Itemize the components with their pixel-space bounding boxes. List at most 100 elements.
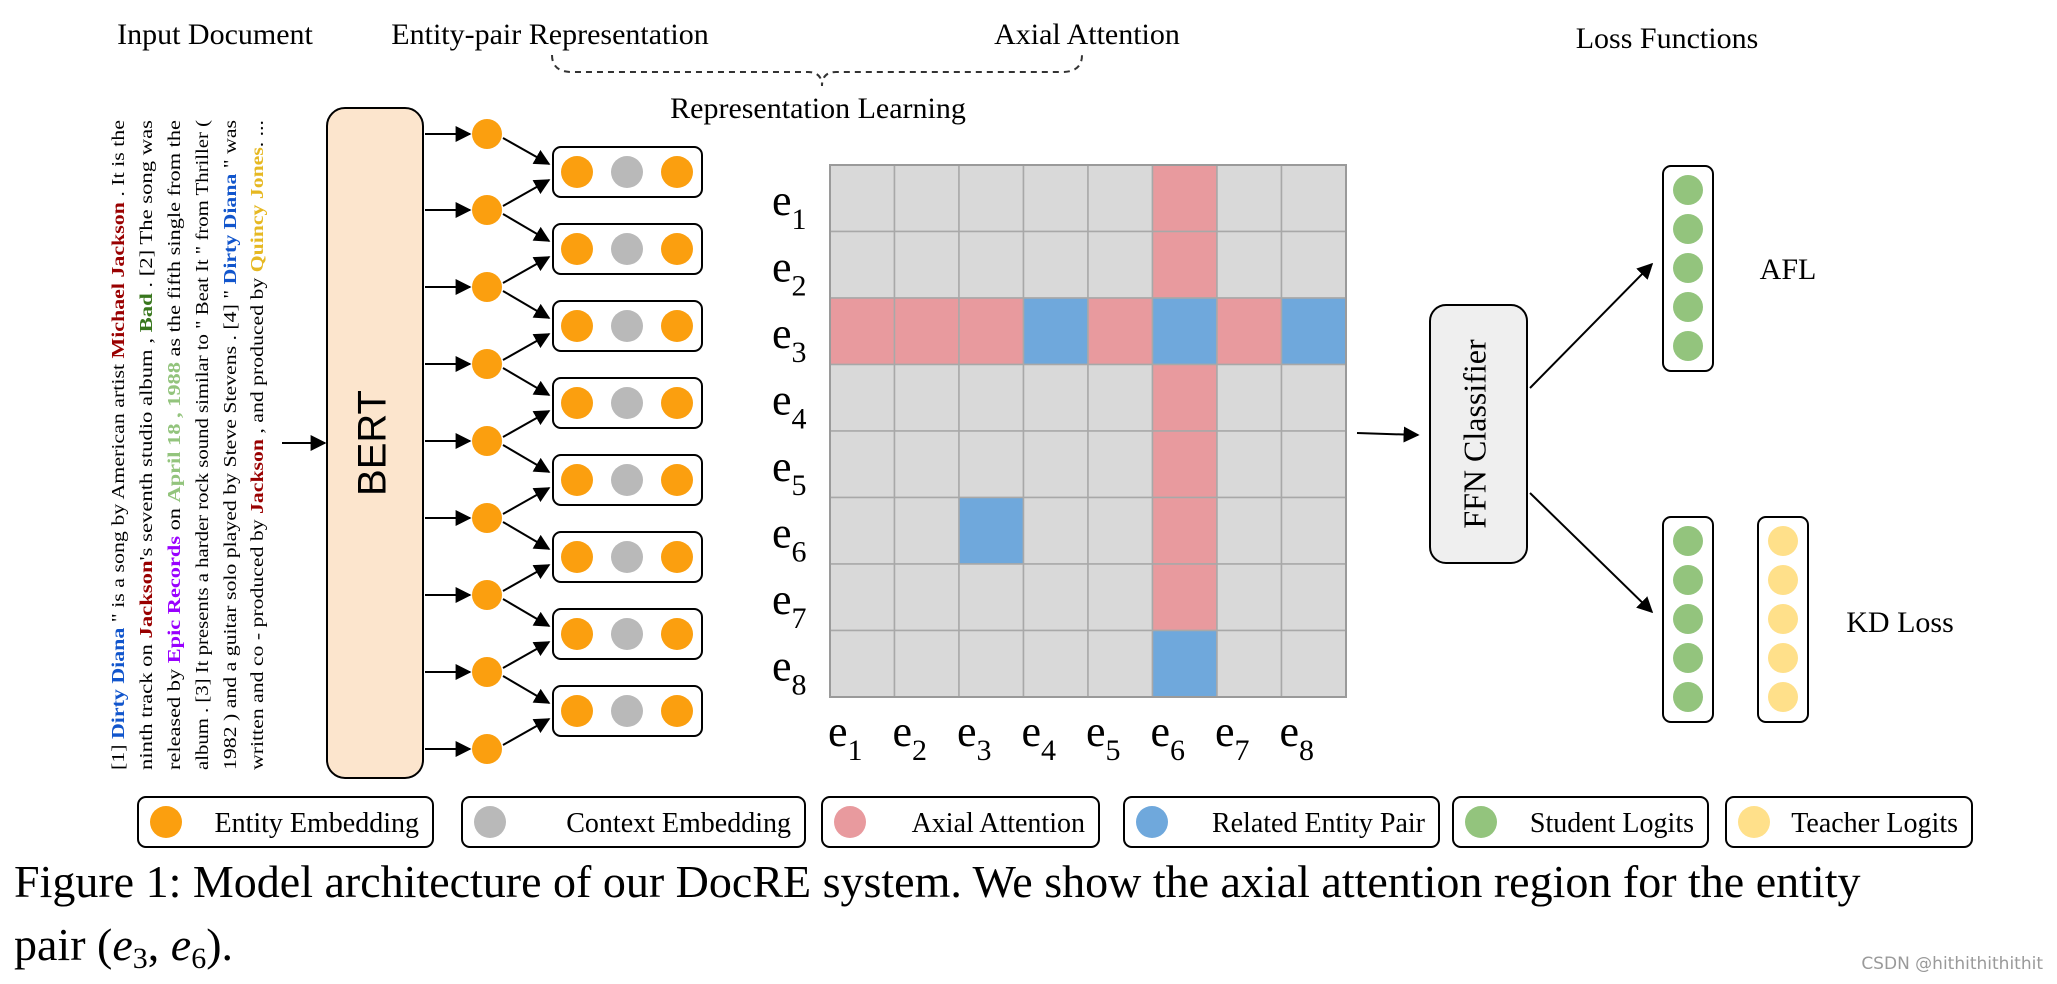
entity-pair-box — [552, 223, 703, 275]
grid-col-label: e2 — [893, 707, 928, 767]
related-entity-pair-cell — [1280, 297, 1347, 366]
logit-dot — [1768, 604, 1798, 634]
entity-embedding-dot — [661, 464, 693, 496]
context-embedding-dot — [611, 233, 643, 265]
grid-cell — [893, 363, 960, 432]
kd-loss-label: KD Loss — [1846, 606, 1954, 639]
entity-embedding-dot — [661, 310, 693, 342]
entity-embedding-dot — [561, 233, 593, 265]
legend: Entity Embedding Context Embedding Axial A… — [137, 796, 1973, 848]
entity-embeddings — [425, 119, 703, 764]
logit-dot — [1673, 526, 1703, 556]
grid-cell — [1087, 563, 1154, 632]
entity-embedding-dot — [561, 541, 593, 573]
grid-col-label: e4 — [1022, 707, 1057, 767]
axial-attention-cell — [1151, 230, 1218, 299]
grid-cell — [829, 363, 896, 432]
document-line: [1] Dirty Diana " is a song by American … — [108, 120, 128, 770]
entity-embedding-node — [472, 349, 502, 379]
legend-item: Related Entity Pair — [1123, 796, 1440, 848]
arrow-ffn-to-kd — [1529, 492, 1654, 614]
legend-swatch — [150, 806, 182, 838]
grid-cell — [958, 629, 1025, 698]
grid-cell — [1087, 230, 1154, 299]
bert-encoder: BERT — [326, 107, 424, 779]
related-entity-pair-cell — [1151, 629, 1218, 698]
document-line: released by Epic Records on April 18 , 1… — [164, 120, 184, 770]
grid-cell — [1216, 430, 1283, 499]
grid-cell — [829, 230, 896, 299]
logit-dot — [1673, 643, 1703, 673]
grid-cell — [1087, 629, 1154, 698]
grid-row-label: e3 — [772, 309, 807, 369]
afl-student-logits — [1662, 165, 1714, 372]
axial-attention-cell — [1151, 563, 1218, 632]
grid-cell — [958, 430, 1025, 499]
document-line: ninth track on Jackson's seventh studio … — [136, 120, 156, 770]
grid-cell — [1280, 629, 1347, 698]
grid-cell — [1022, 164, 1089, 233]
grid-cell — [1022, 430, 1089, 499]
arrow-entity-to-pair — [502, 718, 551, 746]
entity-embedding-dot — [561, 310, 593, 342]
grid-cell — [893, 563, 960, 632]
document-line: album . [3] It presents a harder rock so… — [192, 120, 212, 770]
ffn-classifier: FFN Classifier — [1429, 304, 1528, 564]
grid-col-label: e5 — [1086, 707, 1121, 767]
entity-embedding-node — [472, 119, 502, 149]
logit-dot — [1768, 682, 1798, 712]
arrow-entity-to-pair — [502, 675, 551, 704]
entity-embedding-dot — [661, 156, 693, 188]
context-embedding-dot — [611, 541, 643, 573]
entity-embedding-dot — [561, 156, 593, 188]
arrow-entity-to-pair — [502, 521, 551, 550]
entity-embedding-dot — [661, 618, 693, 650]
grid-cell — [1280, 230, 1347, 299]
logit-dot — [1768, 565, 1798, 595]
grid-cell — [893, 629, 960, 698]
grid-cell — [829, 629, 896, 698]
context-embedding-dot — [611, 464, 643, 496]
entity-embedding-dot — [661, 387, 693, 419]
grid-cell — [1280, 164, 1347, 233]
grid-cell — [829, 496, 896, 565]
arrow-entity-to-pair — [502, 213, 551, 242]
grid-row-label: e4 — [772, 376, 807, 436]
legend-item: Axial Attention — [821, 796, 1100, 848]
legend-item: Teacher Logits — [1725, 796, 1973, 848]
heading-entity-pair: Entity-pair Representation — [391, 18, 708, 51]
legend-label: Teacher Logits — [1791, 808, 1958, 839]
logit-dot — [1673, 214, 1703, 244]
axial-attention-cell — [893, 297, 960, 366]
bert-label: BERT — [351, 390, 395, 496]
grid-cell — [1022, 363, 1089, 432]
related-entity-pair-cell — [1022, 297, 1089, 366]
axial-attention-cell — [1151, 164, 1218, 233]
grid-cell — [1280, 430, 1347, 499]
axial-attention-cell — [829, 297, 896, 366]
caption-line-2: pair (e3, e6). — [14, 919, 233, 975]
logit-dot — [1673, 331, 1703, 361]
entity-embedding-dot — [561, 695, 593, 727]
legend-label: Student Logits — [1530, 808, 1694, 839]
heading-input-document: Input Document — [117, 18, 313, 51]
grid-cell — [1022, 230, 1089, 299]
arrow-entity-to-pair — [502, 410, 551, 438]
document-line: written and co - produced by Jackson , a… — [247, 120, 267, 770]
arrow-grid-to-ffn — [1356, 426, 1420, 443]
arrow-entity-to-pair — [502, 333, 551, 361]
arrow-ffn-to-afl — [1529, 262, 1654, 389]
grid-row-label: e8 — [772, 642, 807, 702]
entity-embedding-dot — [561, 618, 593, 650]
grid-cell — [893, 430, 960, 499]
grid-cell — [1280, 363, 1347, 432]
grid-cell — [958, 164, 1025, 233]
watermark: CSDN @hithithithithit — [1861, 954, 2043, 974]
grid-cell — [958, 363, 1025, 432]
entity-pair-box — [552, 685, 703, 737]
entity-embedding-node — [472, 272, 502, 302]
entity-embedding-node — [472, 657, 502, 687]
entity-embedding-dot — [661, 233, 693, 265]
logit-dot — [1768, 526, 1798, 556]
